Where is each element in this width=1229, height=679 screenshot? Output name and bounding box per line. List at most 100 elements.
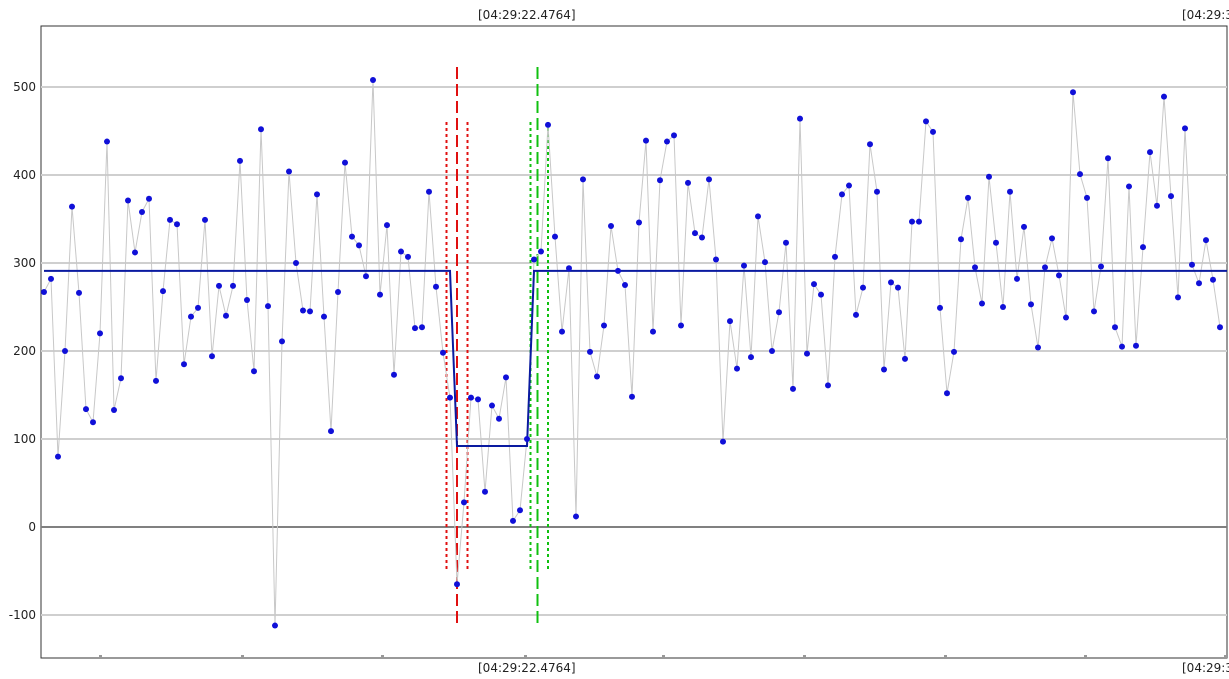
data-point bbox=[461, 499, 467, 506]
data-point bbox=[139, 208, 145, 215]
data-point bbox=[811, 281, 817, 288]
data-point bbox=[1112, 324, 1118, 331]
data-point bbox=[111, 406, 117, 413]
data-point bbox=[454, 581, 460, 588]
data-point bbox=[1140, 244, 1146, 251]
time-label-top-1: [04:29:22.4764] bbox=[478, 8, 576, 22]
data-point bbox=[636, 219, 642, 226]
data-point bbox=[559, 328, 565, 335]
data-point bbox=[930, 128, 936, 135]
data-point bbox=[587, 348, 593, 355]
data-point bbox=[223, 312, 229, 319]
data-point bbox=[370, 76, 376, 83]
data-point bbox=[1021, 223, 1027, 230]
data-point bbox=[888, 279, 894, 286]
data-point bbox=[426, 188, 432, 195]
data-point bbox=[1028, 301, 1034, 308]
data-point bbox=[181, 361, 187, 368]
data-point bbox=[377, 291, 383, 298]
data-point bbox=[524, 436, 530, 442]
data-point bbox=[314, 191, 320, 198]
y-tick-label: 0 bbox=[28, 520, 36, 534]
data-point bbox=[734, 365, 740, 372]
x-tick-mark bbox=[524, 655, 527, 658]
level-series-line bbox=[44, 269, 1227, 448]
data-point bbox=[349, 233, 355, 240]
data-point bbox=[496, 415, 502, 422]
data-point bbox=[160, 288, 166, 295]
data-point bbox=[1210, 276, 1216, 283]
data-point bbox=[678, 322, 684, 329]
data-point bbox=[902, 355, 908, 362]
data-point bbox=[1098, 263, 1104, 270]
time-label-top-2: [04:29:3 bbox=[1182, 8, 1229, 22]
data-point bbox=[1126, 183, 1132, 190]
data-point bbox=[293, 260, 299, 266]
data-point bbox=[118, 375, 124, 382]
data-point bbox=[720, 438, 726, 445]
data-point bbox=[188, 313, 194, 320]
level-line bbox=[44, 269, 1227, 448]
data-point bbox=[804, 350, 810, 357]
data-point bbox=[62, 348, 68, 354]
data-point bbox=[1168, 193, 1174, 200]
data-point bbox=[356, 242, 362, 249]
data-point bbox=[643, 137, 649, 144]
data-point bbox=[657, 177, 663, 184]
data-point bbox=[384, 222, 390, 229]
x-tick-mark bbox=[803, 655, 806, 658]
data-point bbox=[972, 264, 978, 271]
data-point bbox=[41, 289, 47, 296]
data-point bbox=[839, 191, 845, 198]
data-point bbox=[615, 267, 621, 274]
data-point bbox=[265, 303, 271, 310]
data-point bbox=[335, 289, 341, 296]
data-point bbox=[1007, 188, 1013, 195]
marker-lines bbox=[445, 67, 549, 627]
y-tick-label: 400 bbox=[13, 168, 36, 182]
y-tick-label: -100 bbox=[9, 608, 36, 622]
data-point bbox=[909, 218, 915, 225]
data-point bbox=[1133, 342, 1139, 349]
data-point bbox=[1119, 343, 1125, 350]
x-tick-mark bbox=[381, 655, 384, 658]
data-point bbox=[958, 236, 964, 243]
data-point bbox=[251, 368, 257, 375]
data-point bbox=[405, 253, 411, 260]
data-point bbox=[328, 428, 334, 435]
data-point bbox=[104, 138, 110, 145]
data-point bbox=[1217, 324, 1223, 331]
data-point bbox=[195, 304, 201, 311]
data-point bbox=[216, 282, 222, 289]
data-point bbox=[307, 308, 313, 315]
data-point bbox=[342, 159, 348, 166]
data-point bbox=[993, 239, 999, 246]
data-point bbox=[1203, 237, 1209, 244]
data-point bbox=[1049, 235, 1055, 242]
data-point bbox=[398, 248, 404, 255]
data-point bbox=[258, 126, 264, 133]
data-point bbox=[860, 284, 866, 291]
x-tick-mark bbox=[1084, 655, 1087, 658]
data-point bbox=[650, 328, 656, 335]
data-point bbox=[671, 132, 677, 139]
y-tick-label: 500 bbox=[13, 80, 36, 94]
data-point bbox=[790, 385, 796, 392]
data-point bbox=[979, 300, 985, 307]
data-point bbox=[846, 182, 852, 189]
data-point bbox=[664, 138, 670, 145]
data-point bbox=[174, 221, 180, 228]
data-point bbox=[545, 121, 551, 128]
data-point bbox=[1000, 304, 1006, 310]
data-point bbox=[132, 249, 138, 256]
data-point bbox=[748, 354, 754, 361]
data-point bbox=[1147, 149, 1153, 156]
data-point bbox=[783, 239, 789, 246]
data-point bbox=[797, 115, 803, 122]
data-point bbox=[97, 330, 103, 337]
data-point bbox=[468, 394, 474, 401]
data-point bbox=[1105, 155, 1111, 162]
grid-lines bbox=[41, 86, 1227, 616]
data-point bbox=[1091, 308, 1097, 315]
